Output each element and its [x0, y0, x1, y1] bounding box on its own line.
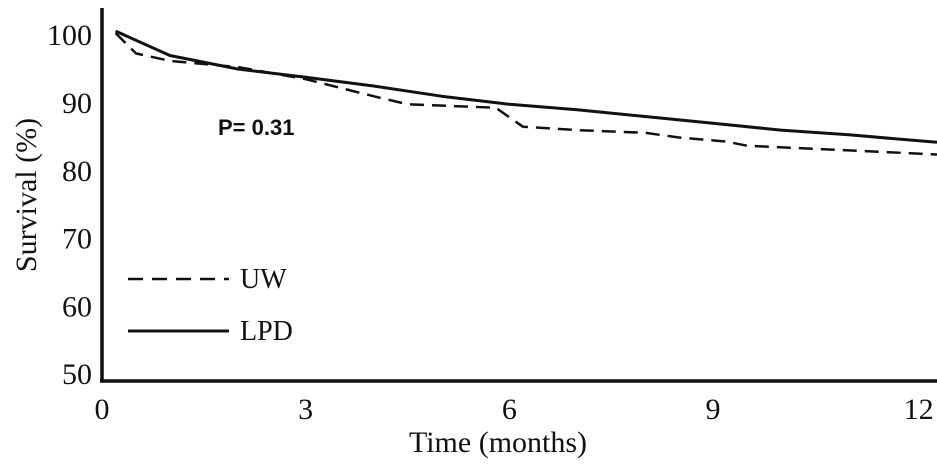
y-tick-label: 90 [62, 87, 92, 120]
series-line-lpd [114, 29, 937, 144]
y-tick-label: 50 [62, 358, 92, 391]
x-tick-label: 0 [95, 393, 110, 426]
legend: UW LPD [128, 264, 293, 347]
legend-uw-label: UW [240, 264, 287, 295]
x-tick-labels: 0 3 6 9 12 [95, 393, 934, 426]
x-tick-label: 3 [298, 393, 313, 426]
axes [100, 8, 937, 383]
y-tick-label: 70 [62, 223, 92, 256]
series [114, 29, 937, 156]
y-axis-title: Survival (%) [10, 118, 43, 272]
y-tick-label: 100 [47, 19, 92, 52]
x-tick-label: 12 [904, 393, 934, 426]
x-axis-title: Time (months) [409, 426, 587, 459]
y-tick-label: 80 [62, 155, 92, 188]
x-tick-label: 9 [705, 393, 720, 426]
legend-lpd-label: LPD [240, 316, 293, 347]
y-tick-label: 60 [62, 290, 92, 323]
x-tick-label: 6 [502, 393, 517, 426]
series-line-uw [114, 32, 937, 156]
p-value-annotation: P= 0.31 [218, 115, 294, 140]
y-tick-labels: 50 60 70 80 90 100 [47, 19, 92, 391]
